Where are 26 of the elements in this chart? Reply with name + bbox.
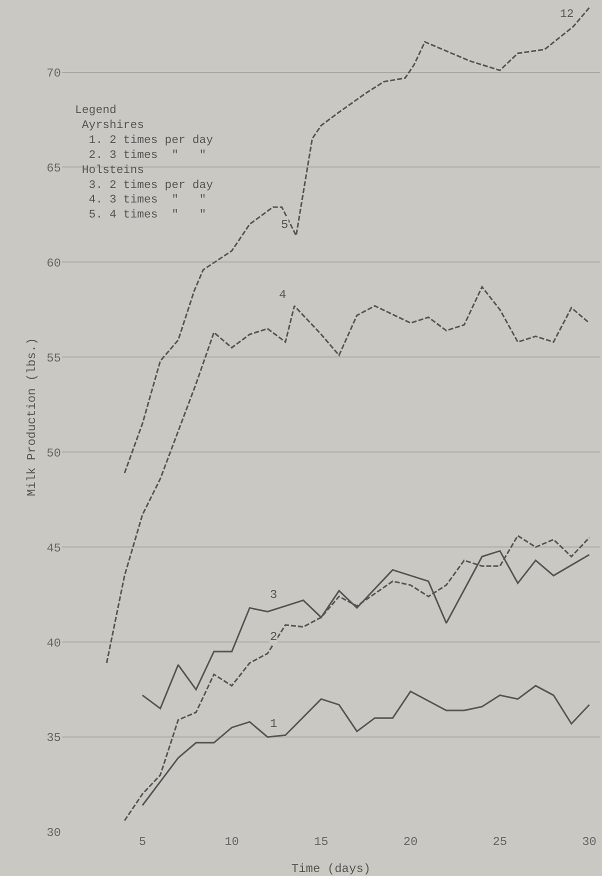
annotation: Legend Ayrshires 1. 2 times per day 2. 3 times " " Holsteins 3. 2 times per day 4. 3 times " " 5. 4 times " " <box>75 104 214 222</box>
x-tick-label: 30 <box>582 835 596 849</box>
annotation: 12 <box>560 8 574 21</box>
series-label: 1 <box>270 717 278 731</box>
y-tick-label: 35 <box>46 731 61 746</box>
series-label: 5 <box>281 218 288 232</box>
x-tick-label: 15 <box>314 835 328 849</box>
x-axis-title: Time (days) <box>291 862 371 876</box>
x-tick-label: 25 <box>492 835 508 849</box>
y-tick-label: 50 <box>46 446 61 460</box>
y-tick-label: 60 <box>46 256 61 270</box>
y-tick-label: 70 <box>46 66 61 80</box>
line-series <box>142 684 590 806</box>
x-tick-label: 5 <box>138 835 146 849</box>
series-label: 2 <box>270 630 278 644</box>
line-series <box>106 286 590 664</box>
series-label: 4 <box>279 288 286 302</box>
y-tick-label: 45 <box>46 541 61 556</box>
y-tick-label: 40 <box>46 636 61 650</box>
y-axis-title: Milk Production (lbs.) <box>24 338 39 496</box>
series-label: 3 <box>270 588 278 602</box>
x-tick-label: 20 <box>403 835 418 849</box>
x-tick-label: 10 <box>224 835 240 849</box>
y-tick-label: 55 <box>46 351 61 366</box>
y-tick-label: 65 <box>46 161 61 176</box>
line-series <box>124 534 590 822</box>
